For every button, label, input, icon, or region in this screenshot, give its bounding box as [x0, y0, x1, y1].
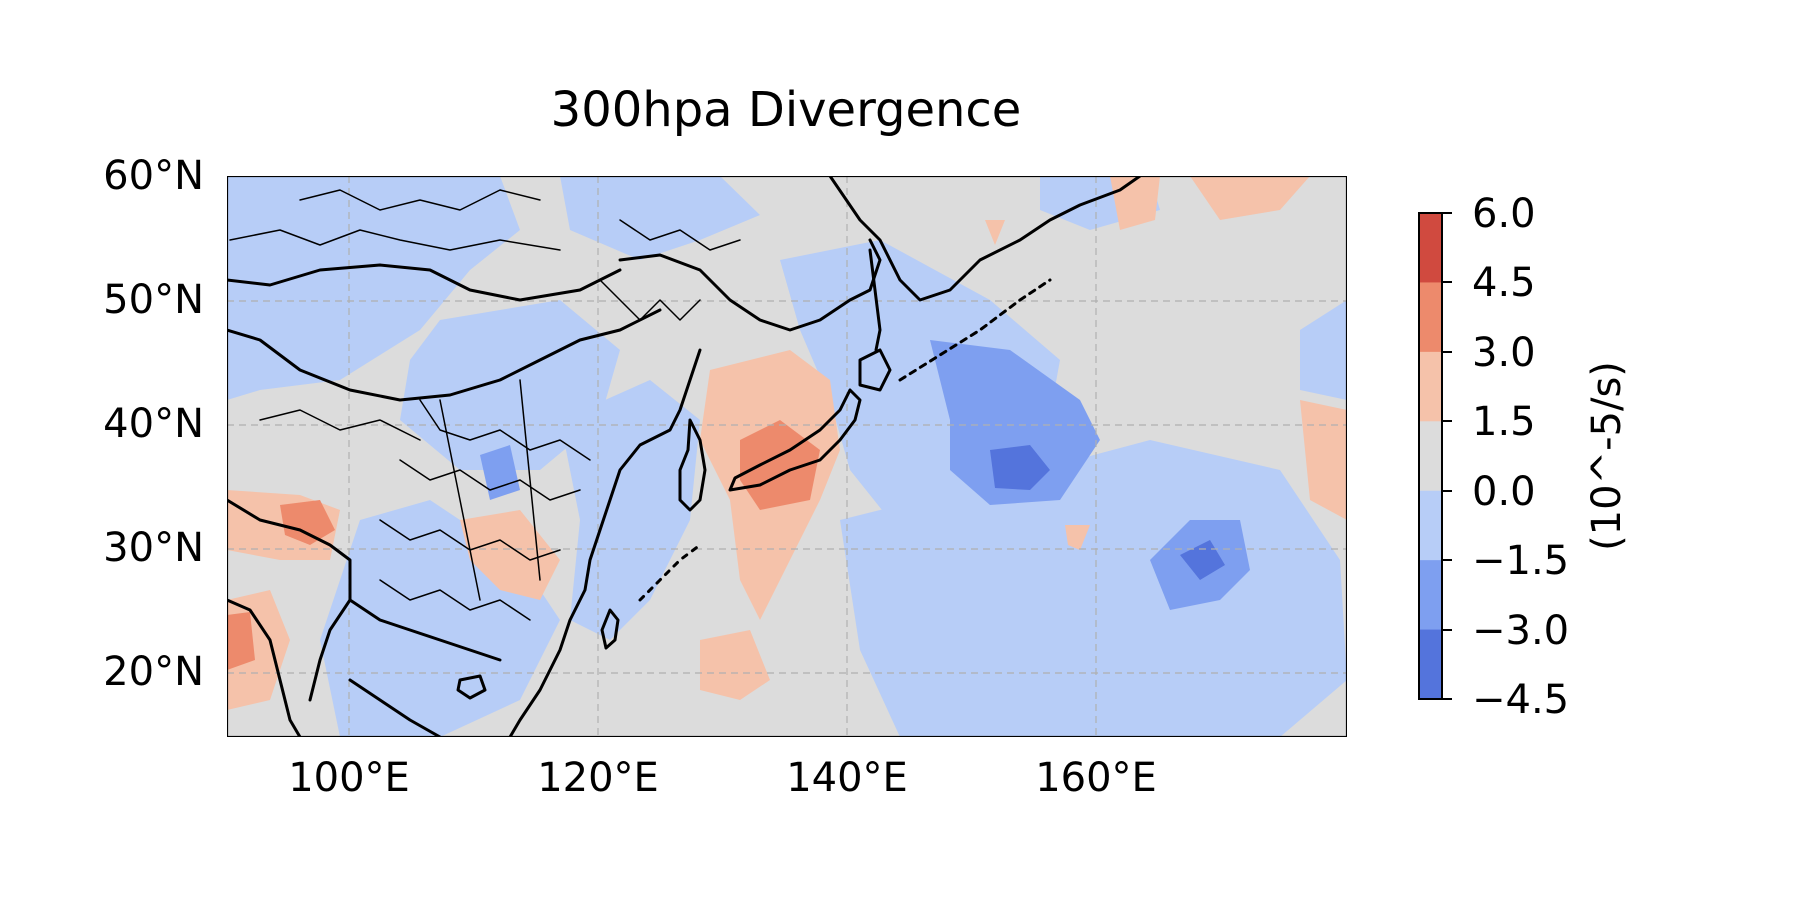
- pos2-region-southwest: [227, 612, 255, 670]
- pos-region-philippine-sea: [700, 630, 770, 700]
- colorbar-frame: [1418, 212, 1443, 700]
- lat-label-30n: 30°N: [103, 525, 204, 571]
- pos-region-east-edge: [1300, 400, 1347, 520]
- coastline-taiwan: [600, 608, 620, 650]
- border-mongolia-russia: [227, 263, 622, 302]
- pos-region-small-north: [985, 220, 1005, 245]
- neg3-region-central-pacific: [990, 445, 1050, 490]
- lon-label-120e: 120°E: [537, 755, 659, 801]
- colorbar-swatch-5: [1419, 560, 1442, 631]
- colorbar-tick-6-0: 6.0: [1472, 191, 1536, 237]
- lat-label-40n: 40°N: [103, 401, 204, 447]
- colorbar-unit-label: (10^-5/s): [1584, 361, 1630, 551]
- lon-label-140e: 140°E: [786, 755, 908, 801]
- lat-label-50n: 50°N: [103, 277, 204, 323]
- negative-divergence-fields: [227, 176, 1347, 737]
- longitude-labels: 100°E 120°E 140°E 160°E: [288, 755, 1157, 801]
- coastline-japan-honshu: [728, 388, 862, 492]
- colorbar-tick-neg-4-5: −4.5: [1472, 677, 1569, 723]
- map-panel: [227, 176, 1347, 737]
- colorbar: 6.0 4.5 3.0 1.5 0.0 −1.5 −3.0 −4.5 (10^-…: [1418, 191, 1630, 723]
- border-china-west: [227, 498, 352, 702]
- pos-region-north-pacific: [1190, 176, 1310, 220]
- neg-region-east-china-sea: [560, 380, 700, 640]
- lon-label-160e: 160°E: [1035, 755, 1157, 801]
- coastline-korea: [678, 418, 707, 512]
- coastline-russia-far-east: [828, 176, 1142, 302]
- colorbar-swatch-6: [1419, 629, 1442, 700]
- colorbar-tick-neg-1-5: −1.5: [1472, 538, 1569, 584]
- latitude-labels: 60°N 50°N 40°N 30°N 20°N: [103, 153, 204, 695]
- coastline-ryukyu: [638, 543, 702, 602]
- province-borders: [229, 189, 741, 621]
- lat-label-20n: 20°N: [103, 649, 204, 695]
- coastline-sakhalin: [868, 248, 882, 352]
- neg2-region-central-pacific: [930, 340, 1100, 505]
- pos-region-small-south: [1065, 525, 1090, 550]
- colorbar-ticks: [1442, 212, 1452, 700]
- lat-label-60n: 60°N: [103, 153, 204, 199]
- colorbar-tick-labels: 6.0 4.5 3.0 1.5 0.0 −1.5 −3.0 −4.5: [1472, 191, 1569, 723]
- colorbar-swatch-3: [1419, 421, 1442, 492]
- colorbar-swatch-2: [1419, 351, 1442, 422]
- neg-region-northwest: [227, 176, 520, 400]
- pos2-region-tibet: [280, 500, 335, 545]
- map-title: 300hpa Divergence: [551, 82, 1022, 138]
- colorbar-tick-1-5: 1.5: [1472, 399, 1536, 445]
- colorbar-tick-3-0: 3.0: [1472, 330, 1536, 376]
- coastline-japan-hokkaido: [858, 348, 892, 392]
- colorbar-swatches: [1419, 213, 1442, 700]
- coastline-kurils: [898, 278, 1052, 382]
- colorbar-swatch-4: [1419, 490, 1442, 561]
- coastlines-and-borders: [227, 176, 1142, 737]
- coastline-indochina: [227, 598, 442, 737]
- colorbar-tick-0-0: 0.0: [1472, 469, 1536, 515]
- neg-region-east-edge: [1300, 300, 1347, 400]
- border-china-mongolia: [227, 308, 662, 402]
- colorbar-swatch-1: [1419, 282, 1442, 353]
- colorbar-tick-4-5: 4.5: [1472, 260, 1536, 306]
- coastline-hainan: [456, 674, 487, 700]
- colorbar-swatch-0: [1419, 213, 1442, 283]
- graticule: [227, 176, 1347, 737]
- lon-label-100e: 100°E: [288, 755, 410, 801]
- neg-region-west-pacific: [840, 440, 1347, 737]
- neg-region-mongolia: [560, 176, 760, 260]
- border-china-southeast: [348, 598, 502, 662]
- neg2-region-north-china-small: [480, 445, 520, 500]
- colorbar-tick-neg-3-0: −3.0: [1472, 608, 1569, 654]
- neg3-region-southeast: [1180, 540, 1225, 580]
